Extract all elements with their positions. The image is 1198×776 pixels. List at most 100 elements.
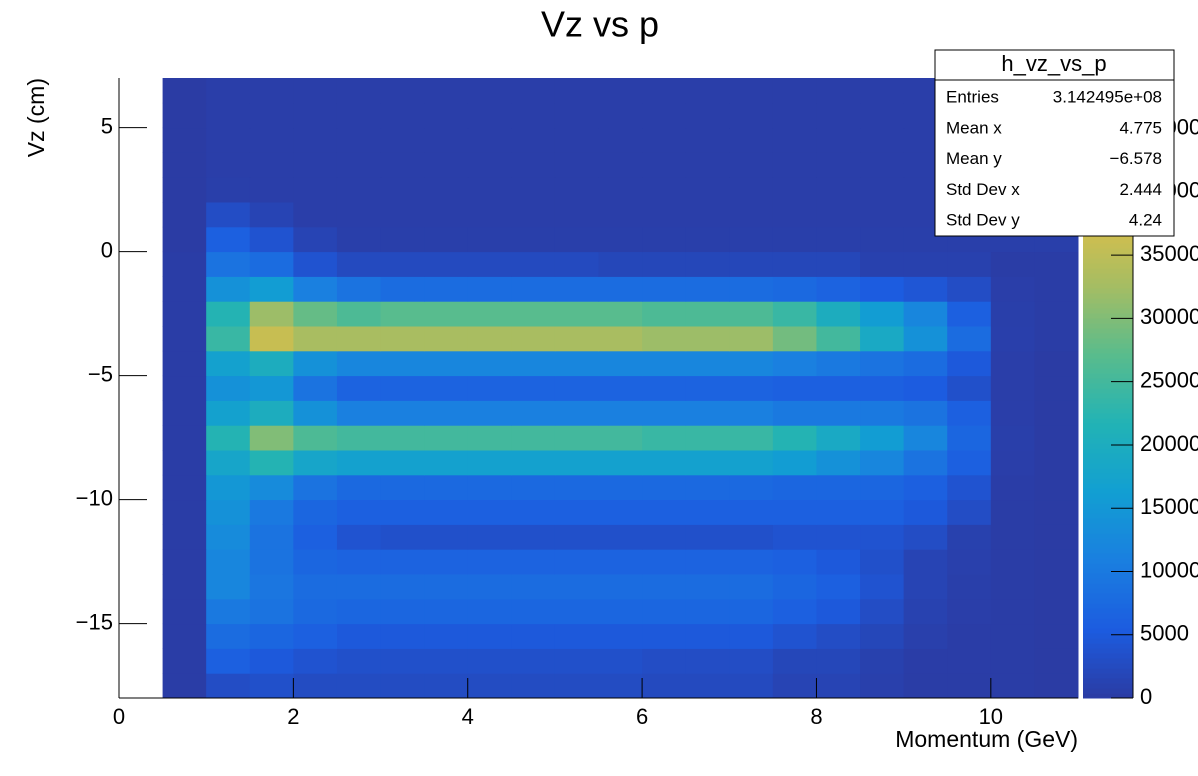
heatmap-cell bbox=[467, 301, 512, 327]
heatmap-cell bbox=[554, 78, 599, 104]
stats-title: h_vz_vs_p bbox=[1001, 51, 1106, 76]
palette-step bbox=[1083, 353, 1133, 359]
heatmap-cell bbox=[642, 276, 687, 302]
palette-step bbox=[1083, 428, 1133, 434]
heatmap-cell bbox=[249, 326, 294, 352]
heatmap-cell bbox=[947, 375, 992, 401]
heatmap-cell bbox=[511, 301, 556, 327]
heatmap-cell bbox=[860, 177, 905, 203]
heatmap-cell bbox=[249, 127, 294, 153]
heatmap-cell bbox=[816, 524, 861, 550]
heatmap-cell bbox=[380, 276, 425, 302]
heatmap-cell bbox=[511, 474, 556, 501]
heatmap-cell bbox=[424, 350, 469, 377]
heatmap-cell bbox=[336, 102, 382, 129]
heatmap-cell bbox=[162, 102, 207, 129]
heatmap-cell bbox=[816, 301, 861, 327]
heatmap-cell bbox=[424, 574, 469, 600]
heatmap-cell bbox=[685, 177, 730, 203]
heatmap-cell bbox=[249, 574, 294, 600]
heatmap-cell bbox=[162, 350, 207, 377]
heatmap-cell bbox=[1034, 499, 1079, 525]
heatmap-cell bbox=[380, 425, 425, 451]
palette-step bbox=[1083, 518, 1133, 524]
heatmap-cell bbox=[903, 648, 948, 674]
heatmap-cell bbox=[685, 78, 730, 104]
heatmap-cell bbox=[511, 524, 556, 550]
heatmap-cell bbox=[598, 400, 643, 426]
palette-step bbox=[1083, 598, 1133, 604]
heatmap-cell bbox=[424, 648, 469, 674]
heatmap-cell bbox=[685, 127, 730, 153]
heatmap-cell bbox=[816, 648, 861, 674]
heatmap-cell bbox=[206, 400, 251, 426]
heatmap-cell bbox=[903, 450, 948, 476]
heatmap-cell bbox=[729, 673, 774, 699]
heatmap-cell bbox=[336, 524, 382, 550]
palette-step bbox=[1083, 408, 1133, 414]
heatmap-cell bbox=[1034, 251, 1079, 277]
heatmap-cell bbox=[380, 450, 425, 476]
heatmap-cell bbox=[685, 598, 730, 625]
heatmap-cell bbox=[816, 226, 861, 253]
axes: 0 2 4 6 8 10 −15 −10 −5 0 5 bbox=[76, 78, 1078, 729]
palette-step bbox=[1083, 573, 1133, 579]
heatmap-cell bbox=[162, 450, 207, 476]
heatmap-cell bbox=[380, 102, 425, 129]
heatmap-cell bbox=[990, 474, 1035, 501]
heatmap-cell bbox=[816, 251, 861, 277]
heatmap-cell bbox=[860, 574, 905, 600]
heatmap-cell bbox=[293, 202, 338, 228]
heatmap-cell bbox=[511, 226, 556, 253]
heatmap-cell bbox=[598, 276, 643, 302]
heatmap-cell bbox=[642, 350, 687, 377]
heatmap-cell bbox=[554, 127, 599, 153]
heatmap-cell bbox=[729, 152, 774, 178]
heatmap-cell bbox=[772, 400, 817, 426]
heatmap-cell bbox=[642, 524, 687, 550]
heatmap-cell bbox=[729, 350, 774, 377]
heatmap-cell bbox=[772, 301, 817, 327]
heatmap-cell bbox=[380, 152, 425, 178]
heatmap-cell bbox=[467, 350, 512, 377]
heatmap-cell bbox=[947, 499, 992, 525]
heatmap-cell bbox=[162, 226, 207, 253]
heatmap-cell bbox=[729, 425, 774, 451]
heatmap-cell bbox=[772, 226, 817, 253]
heatmap-cell bbox=[424, 499, 469, 525]
heatmap-cell bbox=[511, 177, 556, 203]
heatmap-cell bbox=[729, 78, 774, 104]
palette-step bbox=[1083, 583, 1133, 589]
heatmap-cell bbox=[598, 648, 643, 674]
heatmap-cell bbox=[162, 524, 207, 550]
x-tick-label: 8 bbox=[810, 704, 822, 729]
heatmap-cell bbox=[424, 202, 469, 228]
heatmap-cell bbox=[903, 623, 948, 649]
heatmap-cell bbox=[554, 226, 599, 253]
heatmap-cell bbox=[467, 202, 512, 228]
heatmap-cell bbox=[336, 400, 382, 426]
heatmap-cell bbox=[860, 598, 905, 625]
heatmap-cell bbox=[860, 673, 905, 699]
heatmap-cell bbox=[336, 276, 382, 302]
heatmap-cell bbox=[206, 202, 251, 228]
heatmap-cell bbox=[467, 251, 512, 277]
heatmap-cell bbox=[947, 400, 992, 426]
heatmap-cell bbox=[380, 226, 425, 253]
heatmap-cell bbox=[336, 499, 382, 525]
heatmap-cell bbox=[860, 202, 905, 228]
heatmap-cell bbox=[511, 326, 556, 352]
palette-step bbox=[1083, 323, 1133, 329]
heatmap-cell bbox=[642, 326, 687, 352]
heatmap-cell bbox=[860, 648, 905, 674]
heatmap-cell bbox=[947, 425, 992, 451]
stats-label: Mean y bbox=[946, 149, 1002, 168]
heatmap-cell bbox=[947, 574, 992, 600]
heatmap-cell bbox=[249, 78, 294, 104]
heatmap-cell bbox=[598, 425, 643, 451]
heatmap-cell bbox=[380, 326, 425, 352]
heatmap-cell bbox=[598, 78, 643, 104]
heatmap-cell bbox=[772, 549, 817, 575]
heatmap-cell bbox=[729, 127, 774, 153]
heatmap-cell bbox=[772, 276, 817, 302]
